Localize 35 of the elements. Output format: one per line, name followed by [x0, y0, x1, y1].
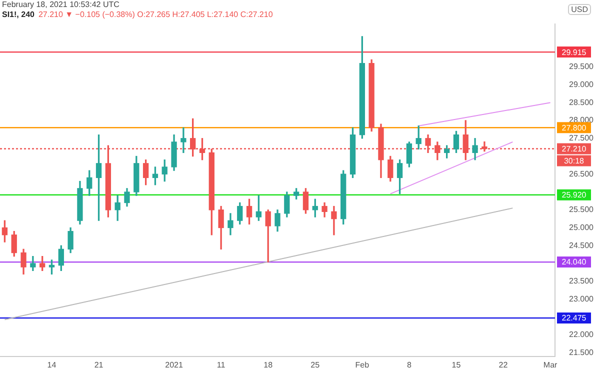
x-tick-label: 8	[406, 360, 412, 370]
y-tick-label: 27.500	[569, 134, 594, 143]
text: 30:18	[564, 156, 585, 166]
x-tick-label: 2021	[165, 360, 184, 370]
ref-line-label: 27.210	[562, 144, 587, 154]
y-tick-label: 25.500	[569, 205, 594, 214]
chart-subtitle: 27.210 ▼ −0.105 (−0.38%) O:27.265 H:27.405 L:27.140 C:27.210	[38, 10, 273, 19]
x-tick-label: Mar	[543, 360, 558, 370]
y-tick-label: 24.500	[569, 240, 594, 250]
x-tick-label: 14	[47, 360, 57, 370]
y-tick-label: 21.500	[569, 348, 594, 358]
candlestick	[180, 127, 186, 153]
y-axis-title: USD	[568, 4, 591, 15]
x-tick-label: 22	[498, 360, 508, 370]
ref-line-label: 29.915	[562, 48, 587, 57]
x-tick-label: Feb	[355, 360, 370, 370]
x-tick-label: 25	[310, 360, 320, 370]
x-tick-label: 11	[216, 360, 226, 370]
x-tick-label: 18	[264, 360, 274, 370]
x-tick-label: 15	[452, 360, 462, 370]
ref-line-label: 25.920	[562, 190, 587, 200]
y-tick-label: 23.500	[569, 276, 594, 286]
ref-line-label: 24.040	[562, 258, 587, 267]
y-tick-label: 29.500	[569, 62, 594, 72]
y-tick-label: 26.500	[569, 169, 594, 178]
y-tick-label: 28.500	[569, 98, 594, 107]
y-tick-label: 25.000	[569, 222, 594, 232]
y-tick-label: 22.000	[569, 330, 594, 340]
ref-line-label: 27.800	[562, 123, 587, 132]
ref-line-label: 22.475	[562, 314, 587, 323]
y-tick-label: 23.000	[569, 294, 594, 304]
text: February 18, 2021 10:53:42 UTC	[2, 0, 120, 10]
chart-title: SI1!, 240	[2, 10, 34, 19]
x-tick-label: 21	[94, 360, 104, 370]
y-tick-label: 29.000	[569, 80, 594, 89]
